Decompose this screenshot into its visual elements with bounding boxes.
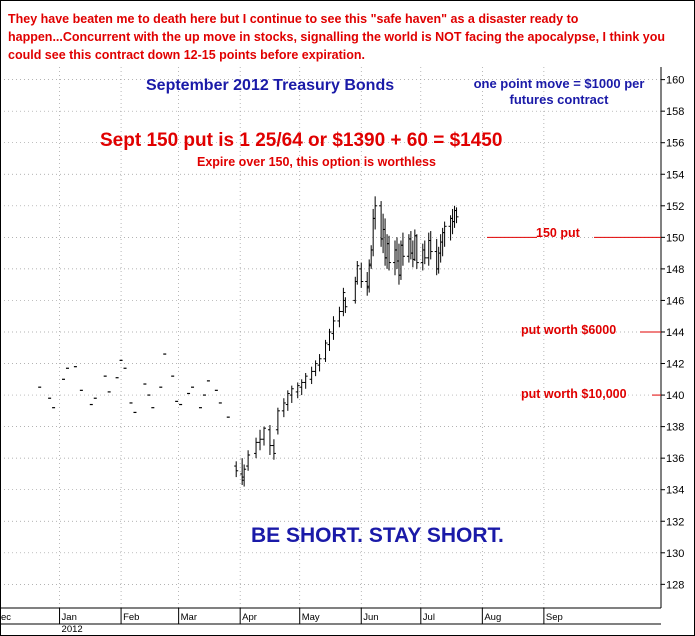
- date-tick-label: Aug: [484, 612, 501, 623]
- price-tick-label: 158: [666, 106, 684, 118]
- call-to-action: BE SHORT. STAY SHORT.: [251, 524, 504, 547]
- expiry-note: Expire over 150, this option is worthles…: [197, 155, 436, 169]
- price-tick-label: 160: [666, 75, 684, 87]
- date-tick-label: Feb: [123, 612, 139, 623]
- grid: [4, 67, 661, 608]
- date-tick-label: May: [302, 612, 320, 623]
- headline-commentary: They have beaten me to death here but I …: [8, 12, 666, 62]
- reference-lines: [487, 236, 661, 396]
- axes: 128 130 132 134 136 138 140 142 144 146 148 150 152 1…: [0, 67, 684, 635]
- date-tick-label: ec: [1, 612, 11, 623]
- annotation-put-6000: put worth $6000: [521, 323, 617, 337]
- price-tick-label: 132: [666, 516, 684, 528]
- price-tick-label: 142: [666, 359, 684, 371]
- price-tick-label: 136: [666, 453, 684, 465]
- annotation-put-10000: put worth $10,000: [521, 387, 627, 401]
- price-bars: [38, 196, 459, 487]
- price-tick-label: 144: [666, 327, 684, 339]
- price-tick-label: 154: [666, 169, 684, 181]
- date-tick-label: Jun: [363, 612, 378, 623]
- date-tick-label: Jan: [62, 612, 77, 623]
- chart-title: September 2012 Treasury Bonds: [146, 77, 395, 94]
- date-tick-label: Sep: [546, 612, 563, 623]
- price-tick-label: 152: [666, 201, 684, 213]
- year-label: 2012: [62, 624, 83, 635]
- price-tick-label: 150: [666, 232, 684, 244]
- price-tick-label: 148: [666, 264, 684, 276]
- date-tick-label: Jul: [423, 612, 435, 623]
- date-tick-label: Apr: [242, 612, 257, 623]
- price-tick-label: 146: [666, 295, 684, 307]
- date-tick-label: Mar: [181, 612, 197, 623]
- annotation-150-put: 150 put: [536, 226, 580, 240]
- price-tick-label: 130: [666, 548, 684, 560]
- price-tick-label: 128: [666, 579, 684, 591]
- price-tick-label: 134: [666, 485, 684, 497]
- price-tick-label: 138: [666, 422, 684, 434]
- point-value-note: one point move = $1000 per futures contr…: [473, 76, 645, 107]
- price-tick-label: 140: [666, 390, 684, 402]
- put-price-note: Sept 150 put is 1 25/64 or $1390 + 60 = …: [100, 130, 503, 151]
- price-tick-label: 156: [666, 138, 684, 150]
